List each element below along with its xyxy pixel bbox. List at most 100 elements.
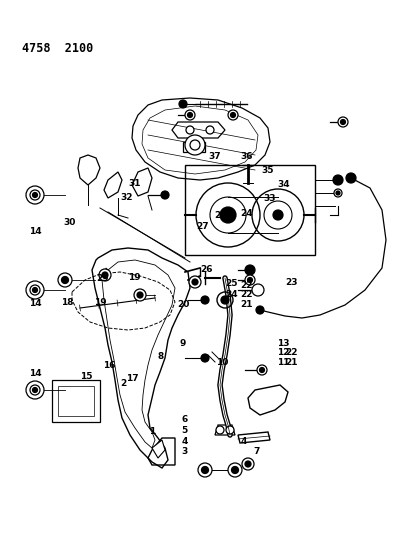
Circle shape (30, 285, 40, 295)
Text: 26: 26 (200, 265, 213, 274)
Circle shape (33, 387, 38, 392)
Text: 37: 37 (208, 152, 221, 160)
Circle shape (341, 119, 346, 125)
Circle shape (259, 367, 264, 373)
Circle shape (242, 458, 254, 470)
Circle shape (248, 278, 253, 282)
Text: 32: 32 (120, 193, 133, 201)
Text: 6: 6 (182, 415, 188, 424)
Circle shape (220, 207, 236, 223)
Text: 1: 1 (149, 427, 155, 436)
Circle shape (245, 275, 255, 285)
Text: 10: 10 (216, 358, 228, 367)
Text: 31: 31 (129, 180, 141, 188)
Text: 11: 11 (277, 358, 290, 367)
Text: 34: 34 (277, 181, 290, 189)
Circle shape (30, 385, 40, 395)
Circle shape (256, 306, 264, 314)
Circle shape (201, 354, 209, 362)
Circle shape (201, 296, 209, 304)
Circle shape (192, 279, 198, 285)
Text: 14: 14 (29, 228, 42, 236)
Circle shape (33, 287, 38, 293)
Bar (183, 142, 205, 152)
Circle shape (26, 186, 44, 204)
Circle shape (336, 191, 340, 195)
Text: 35: 35 (261, 166, 274, 175)
Text: 22: 22 (241, 290, 253, 299)
Text: 22: 22 (286, 349, 298, 357)
Text: 15: 15 (80, 372, 92, 381)
Text: 16: 16 (103, 361, 115, 369)
Text: 21: 21 (286, 358, 298, 367)
Bar (58, 386, 94, 416)
Text: 25: 25 (226, 279, 238, 288)
Text: 23: 23 (286, 278, 298, 287)
Text: 28: 28 (214, 212, 227, 220)
Text: 27: 27 (196, 222, 208, 231)
Circle shape (62, 277, 69, 284)
Text: 24: 24 (241, 209, 253, 217)
Circle shape (228, 463, 242, 477)
Circle shape (257, 365, 267, 375)
Text: 2: 2 (120, 379, 126, 388)
Text: 29: 29 (96, 274, 109, 282)
Bar (185, 165, 315, 255)
Circle shape (273, 210, 283, 220)
Circle shape (26, 281, 44, 299)
Circle shape (185, 135, 205, 155)
Text: 8: 8 (157, 352, 163, 360)
Circle shape (102, 272, 108, 278)
Text: 7: 7 (253, 448, 259, 456)
Circle shape (188, 112, 193, 117)
Circle shape (137, 292, 143, 298)
Text: 19: 19 (94, 298, 106, 307)
Circle shape (346, 173, 356, 183)
Text: 13: 13 (277, 339, 290, 348)
Text: 17: 17 (126, 374, 139, 383)
Text: 33: 33 (263, 194, 276, 203)
Circle shape (99, 269, 111, 281)
Text: 19: 19 (129, 273, 141, 281)
Text: 4: 4 (241, 437, 247, 446)
Circle shape (134, 289, 146, 301)
Circle shape (202, 466, 208, 473)
Text: 30: 30 (63, 219, 75, 227)
Circle shape (33, 192, 38, 198)
Polygon shape (152, 440, 165, 458)
Circle shape (333, 175, 343, 185)
Circle shape (161, 191, 169, 199)
Circle shape (179, 100, 187, 108)
Circle shape (338, 117, 348, 127)
Text: 4: 4 (182, 437, 188, 446)
Text: 24: 24 (226, 290, 238, 298)
Circle shape (334, 189, 342, 197)
Text: 9: 9 (180, 340, 186, 348)
Circle shape (231, 466, 239, 473)
Circle shape (190, 140, 200, 150)
Circle shape (231, 112, 235, 117)
Text: 14: 14 (29, 369, 42, 377)
Text: 4758  2100: 4758 2100 (22, 42, 93, 55)
Circle shape (226, 426, 234, 434)
Circle shape (198, 463, 212, 477)
Circle shape (252, 284, 264, 296)
Text: 12: 12 (277, 349, 290, 357)
Text: 20: 20 (177, 301, 190, 309)
Circle shape (26, 381, 44, 399)
Circle shape (185, 110, 195, 120)
Text: 36: 36 (240, 152, 253, 160)
Text: 5: 5 (182, 426, 188, 435)
Circle shape (221, 296, 229, 304)
Text: 22: 22 (241, 281, 253, 289)
Text: 21: 21 (241, 301, 253, 309)
Circle shape (245, 461, 251, 467)
Circle shape (216, 426, 224, 434)
Circle shape (186, 126, 194, 134)
Circle shape (228, 110, 238, 120)
Circle shape (189, 276, 201, 288)
Circle shape (30, 190, 40, 200)
Circle shape (245, 265, 255, 275)
Text: 14: 14 (29, 300, 42, 308)
Circle shape (58, 273, 72, 287)
